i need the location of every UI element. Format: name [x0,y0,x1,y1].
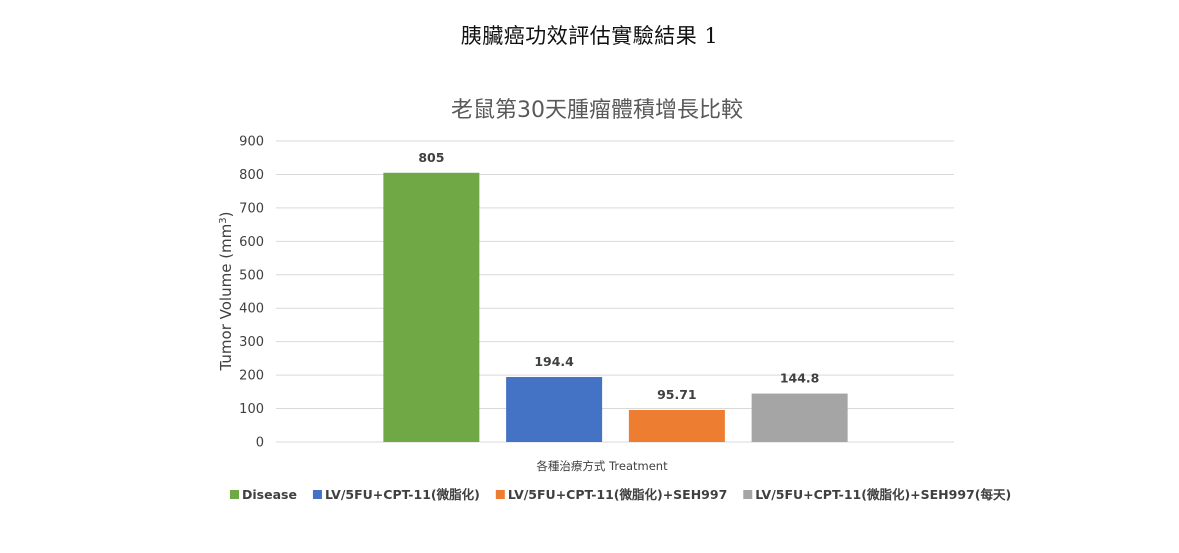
legend-swatch [312,490,322,499]
data-label: 144.8 [780,371,820,386]
bar [751,393,848,442]
y-axis-ticks: 0 100 200 300 400 500 600 700 800 900 [239,135,264,451]
y-axis-title: Tumor Volume (mm3) [217,212,235,372]
y-tick-label: 400 [239,302,264,317]
y-tick-label: 800 [239,168,264,183]
y-tick-label: 0 [256,436,264,451]
y-tick-label: 600 [239,235,264,250]
y-tick-label: 100 [239,402,264,417]
legend-label: Disease [242,487,297,502]
gridlines [276,140,954,443]
legend-label: LV/5FU+CPT-11(微脂化)+SEH997(每天) [755,487,1011,502]
legend-label: LV/5FU+CPT-11(微脂化)+SEH997 [508,487,727,502]
bar [628,409,725,442]
legend-swatch [230,490,239,499]
bar [383,172,480,442]
legend-swatch [495,490,505,499]
y-axis-title-suffix: ) [217,212,235,218]
data-label: 805 [418,150,444,165]
bars [383,172,848,442]
y-tick-label: 900 [239,135,264,150]
data-label: 194.4 [534,354,574,369]
legend: Disease LV/5FU+CPT-11(微脂化) LV/5FU+CPT-11(微… [230,487,1011,502]
bar [506,376,603,442]
y-tick-label: 200 [239,369,264,384]
data-label: 95.71 [657,387,697,402]
data-labels: 805 194.4 95.71 144.8 [418,150,819,402]
y-axis-title-superscript: 3 [218,217,229,223]
page-title: 胰臟癌功效評估實驗結果 1 [460,24,719,48]
legend-swatch [743,490,753,499]
chart-title: 老鼠第30天腫瘤體積增長比較 [451,98,743,123]
x-axis-title: 各種治療方式 Treatment [536,459,668,473]
y-tick-label: 300 [239,335,264,350]
y-axis-title-main: Tumor Volume (mm [217,224,235,372]
y-tick-label: 700 [239,201,264,216]
y-tick-label: 500 [239,268,264,283]
legend-label: LV/5FU+CPT-11(微脂化) [325,487,480,502]
